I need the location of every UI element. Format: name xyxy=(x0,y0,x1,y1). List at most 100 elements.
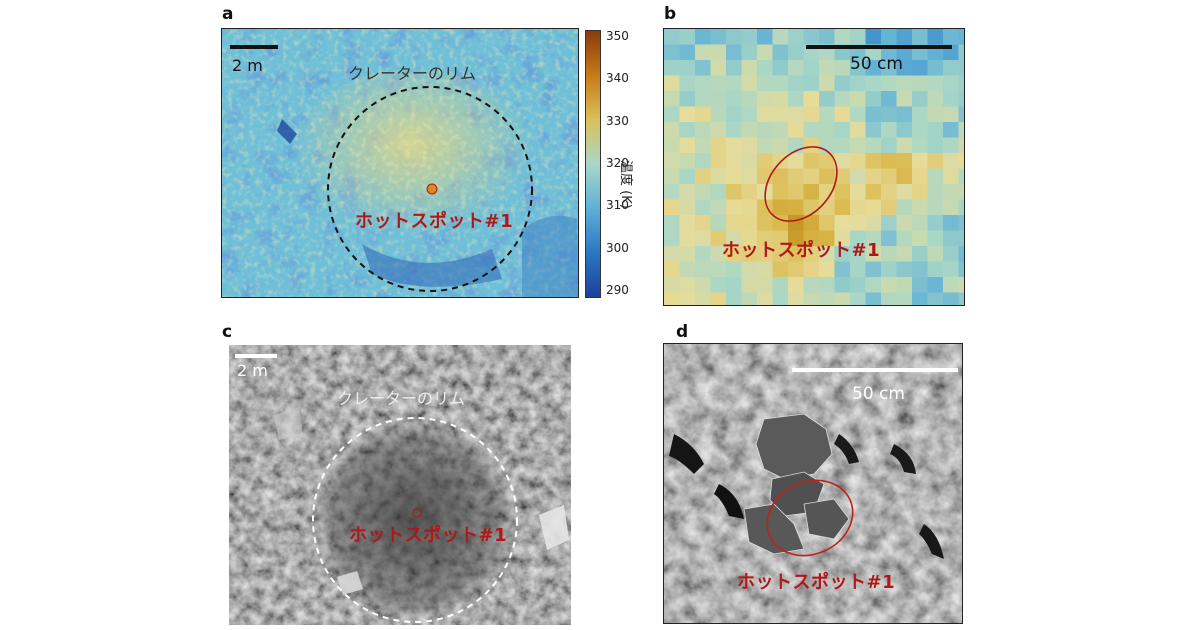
optical-crater-image xyxy=(229,345,571,625)
thermal-pixel xyxy=(819,106,836,123)
thermal-pixel xyxy=(772,246,789,263)
thermal-pixel xyxy=(881,75,898,92)
thermal-pixel xyxy=(664,137,681,154)
thermal-pixel xyxy=(710,153,727,170)
thermal-pixel xyxy=(772,215,789,232)
thermal-pixel xyxy=(927,122,944,139)
thermal-pixel xyxy=(741,75,758,92)
thermal-pixel xyxy=(850,91,867,108)
thermal-pixel xyxy=(912,230,929,247)
thermal-pixel xyxy=(834,122,851,139)
thermal-pixel xyxy=(788,277,805,294)
thermal-pixel xyxy=(912,106,929,123)
thermal-pixel xyxy=(958,122,964,139)
thermal-pixel xyxy=(679,246,696,263)
thermal-pixel xyxy=(741,215,758,232)
thermal-pixel xyxy=(803,292,820,305)
thermal-pixel xyxy=(772,292,789,305)
thermal-pixel xyxy=(819,122,836,139)
thermal-pixel xyxy=(834,29,851,46)
thermal-pixel xyxy=(803,29,820,46)
thermal-pixel xyxy=(881,137,898,154)
thermal-pixel xyxy=(772,184,789,201)
thermal-pixel xyxy=(772,261,789,278)
thermal-pixel xyxy=(726,153,743,170)
thermal-pixel xyxy=(757,106,774,123)
thermal-pixel xyxy=(741,153,758,170)
thermal-pixel xyxy=(757,44,774,61)
thermal-pixel xyxy=(803,230,820,247)
colorbar-tick-label: 300 xyxy=(606,240,629,255)
thermal-pixel xyxy=(850,137,867,154)
thermal-pixel xyxy=(679,60,696,77)
thermal-pixel xyxy=(927,230,944,247)
thermal-pixel xyxy=(695,91,712,108)
thermal-pixel xyxy=(912,29,929,46)
thermal-pixel xyxy=(881,230,898,247)
thermal-pixel xyxy=(943,60,960,77)
thermal-pixel xyxy=(772,29,789,46)
thermal-pixel xyxy=(664,277,681,294)
thermal-pixel xyxy=(834,215,851,232)
thermal-pixel xyxy=(757,168,774,185)
thermal-pixel xyxy=(819,246,836,263)
thermal-pixel xyxy=(757,246,774,263)
thermal-pixel xyxy=(912,277,929,294)
thermal-pixel xyxy=(788,44,805,61)
thermal-pixel xyxy=(757,29,774,46)
thermal-pixel xyxy=(664,230,681,247)
thermal-pixel xyxy=(664,60,681,77)
thermal-pixel xyxy=(943,292,960,305)
thermal-pixel xyxy=(788,230,805,247)
thermal-pixel xyxy=(896,168,913,185)
thermal-pixel xyxy=(881,106,898,123)
thermal-pixel xyxy=(803,106,820,123)
colorbar-tick-label: 350 xyxy=(606,29,629,43)
thermal-pixel xyxy=(865,199,882,216)
thermal-pixel xyxy=(927,246,944,263)
thermal-pixel xyxy=(958,246,964,263)
thermal-pixel xyxy=(741,60,758,77)
thermal-pixel xyxy=(726,106,743,123)
thermal-pixel xyxy=(958,106,964,123)
thermal-pixel xyxy=(679,215,696,232)
thermal-pixel xyxy=(881,246,898,263)
thermal-pixel xyxy=(741,199,758,216)
thermal-pixel xyxy=(896,230,913,247)
thermal-pixel xyxy=(958,60,964,77)
thermal-pixel xyxy=(803,184,820,201)
thermal-pixel xyxy=(788,215,805,232)
thermal-pixel xyxy=(881,122,898,139)
scale-bar-d xyxy=(792,368,958,372)
thermal-pixel xyxy=(896,122,913,139)
thermal-pixel xyxy=(788,60,805,77)
thermal-pixel xyxy=(943,261,960,278)
thermal-pixel xyxy=(865,168,882,185)
thermal-map-image xyxy=(222,29,578,297)
thermal-pixel xyxy=(695,199,712,216)
thermal-pixel xyxy=(834,153,851,170)
thermal-pixel xyxy=(788,29,805,46)
thermal-pixel xyxy=(710,168,727,185)
thermal-pixel xyxy=(757,261,774,278)
thermal-pixel xyxy=(834,261,851,278)
thermal-pixel xyxy=(741,106,758,123)
thermal-pixel xyxy=(803,199,820,216)
thermal-pixel xyxy=(881,184,898,201)
thermal-pixel xyxy=(772,199,789,216)
thermal-pixel xyxy=(757,137,774,154)
thermal-pixel xyxy=(741,246,758,263)
thermal-pixel xyxy=(865,29,882,46)
thermal-pixel xyxy=(695,215,712,232)
thermal-pixel xyxy=(710,277,727,294)
hotspot-label-c: ホットスポット#1 xyxy=(349,525,508,546)
thermal-pixel xyxy=(803,75,820,92)
hotspot-label-b: ホットスポット#1 xyxy=(722,240,881,261)
thermal-pixel xyxy=(912,168,929,185)
thermal-pixel xyxy=(943,230,960,247)
scale-bar-b xyxy=(806,45,952,49)
thermal-map-panel-a: 2 m クレーターのリム ホットスポット#1 xyxy=(221,28,579,298)
thermal-pixel xyxy=(943,199,960,216)
thermal-pixel xyxy=(695,29,712,46)
thermal-pixel xyxy=(679,122,696,139)
